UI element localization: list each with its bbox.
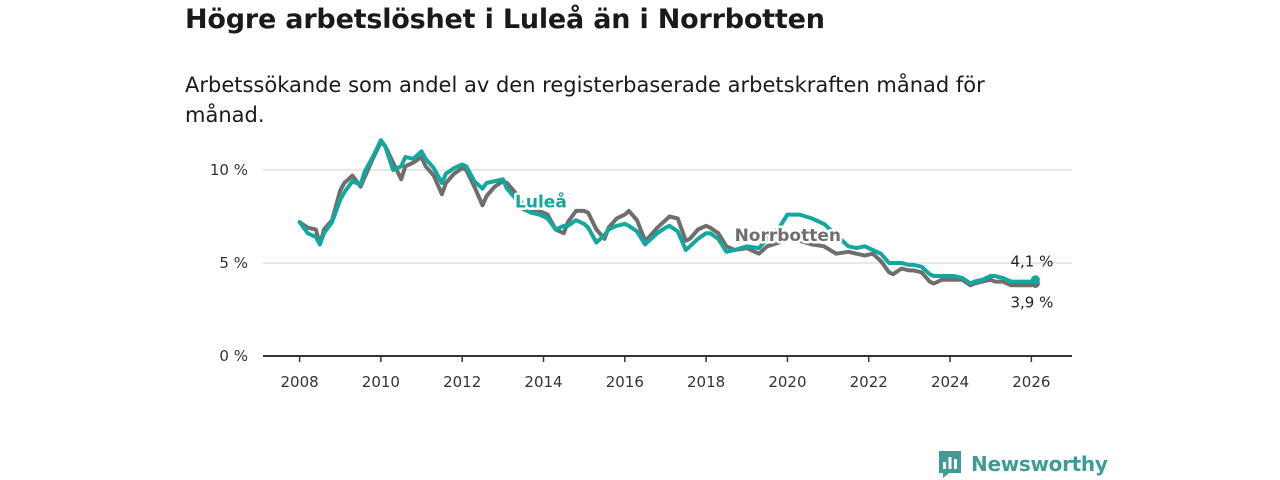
series-label-lulea: Luleå bbox=[515, 191, 567, 213]
x-tick-label: 2016 bbox=[606, 373, 644, 391]
series-label-norrbotten: Norrbotten bbox=[735, 226, 841, 246]
end-value-label-lulea: 4,1 % bbox=[1010, 253, 1053, 271]
x-tick-label: 2012 bbox=[443, 373, 481, 391]
y-tick-label: 5 % bbox=[219, 254, 248, 272]
x-tick-label: 2010 bbox=[362, 373, 400, 391]
x-tick-label: 2022 bbox=[850, 373, 888, 391]
newsworthy-logo-icon bbox=[939, 451, 961, 478]
x-tick-label: 2020 bbox=[768, 373, 806, 391]
x-tick-label: 2018 bbox=[687, 373, 725, 391]
x-tick-label: 2026 bbox=[1012, 373, 1050, 391]
y-tick-label: 0 % bbox=[219, 347, 248, 365]
y-axis-ticks: 0 % 5 % 10 % bbox=[210, 161, 248, 365]
chart-title: Högre arbetslöshet i Luleå än i Norrbott… bbox=[185, 4, 825, 35]
x-tick-label: 2024 bbox=[931, 373, 969, 391]
x-axis-ticks: 2008 2010 2012 2014 2016 2018 2020 2022 2024 2026 bbox=[280, 356, 1050, 391]
end-point-lulea bbox=[1030, 275, 1040, 285]
end-value-label-norrbotten: 3,9 % bbox=[1010, 293, 1053, 311]
chart-subtitle: Arbetssökande som andel av den registerb… bbox=[185, 73, 985, 127]
x-tick-label: 2008 bbox=[280, 373, 318, 391]
x-tick-label: 2014 bbox=[524, 373, 562, 391]
y-tick-label: 10 % bbox=[210, 161, 248, 179]
series-line-norrbotten bbox=[297, 140, 1038, 288]
series-lines bbox=[297, 138, 1040, 288]
brand-name: Newsworthy bbox=[971, 452, 1108, 476]
series-labels: Norrbotten Luleå 4,1 % 3,9 % bbox=[513, 188, 1054, 311]
newsworthy-logo: Newsworthy bbox=[937, 448, 1108, 480]
series-line-lulea bbox=[297, 138, 1038, 286]
